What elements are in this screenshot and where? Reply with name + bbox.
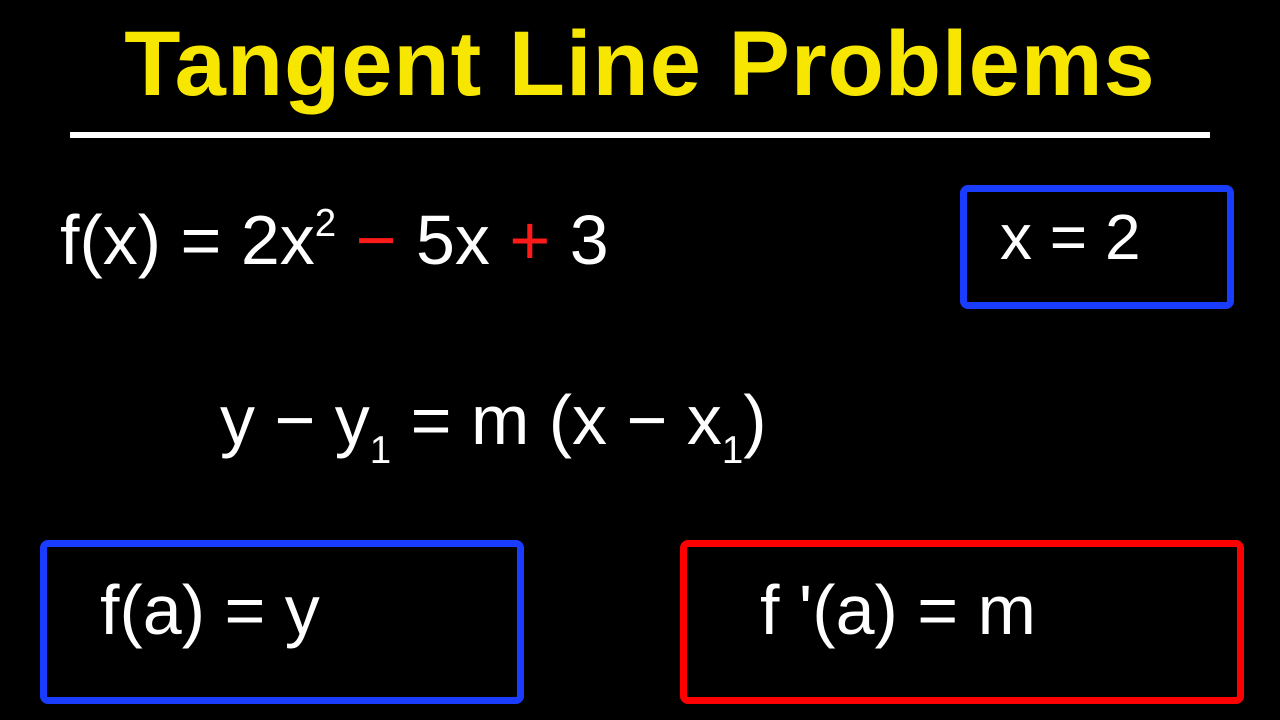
text-f-of-a: f(a) = y: [100, 570, 320, 650]
equation-fx: f(x) = 2x2 − 5x + 3: [60, 200, 609, 280]
text-f-prime-of-a: f '(a) = m: [760, 570, 1036, 650]
text-x-equals-2: x = 2: [1000, 200, 1141, 274]
title-underline: [70, 132, 1210, 138]
equation-point-slope: y − y1 = m (x − x1): [220, 380, 767, 469]
slide-title: Tangent Line Problems: [0, 12, 1280, 117]
slide-canvas: Tangent Line Problems f(x) = 2x2 − 5x + …: [0, 0, 1280, 720]
